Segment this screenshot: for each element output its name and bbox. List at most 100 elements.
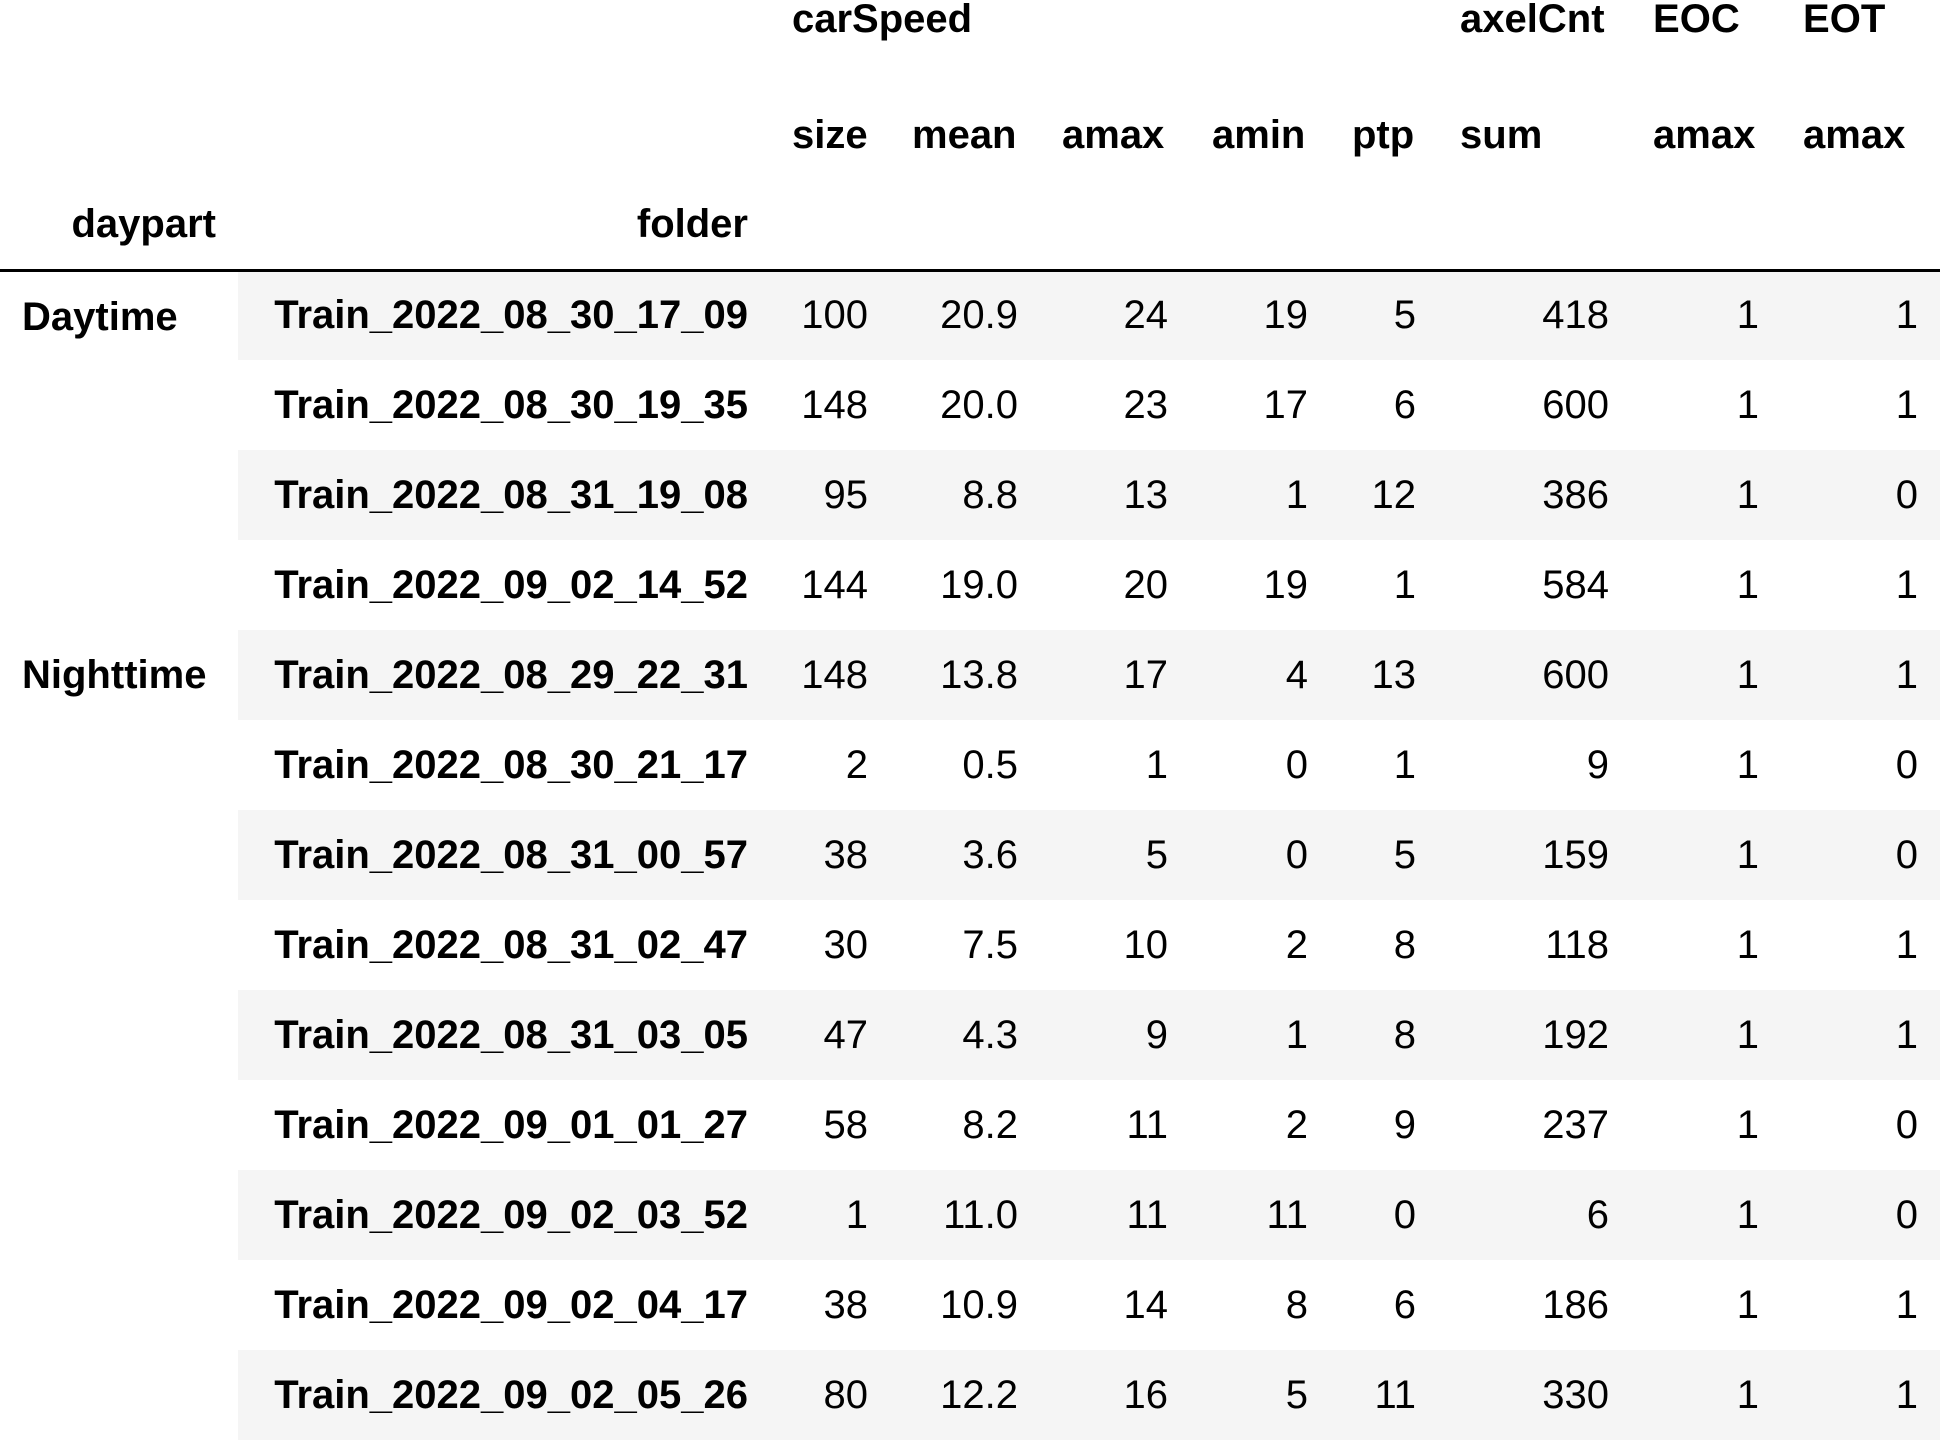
cell-ptp: 11 [1330, 1350, 1439, 1440]
header-blank [890, 180, 1040, 270]
cell-eot-amax: 0 [1781, 450, 1940, 540]
table-row: Train_2022_09_02_05_26 80 12.2 16 5 11 330 1 1 [0, 1350, 1940, 1440]
cell-ptp: 12 [1330, 450, 1439, 540]
cell-amax: 11 [1040, 1170, 1190, 1260]
header-blank [0, 0, 238, 90]
cell-size: 30 [770, 900, 890, 990]
cell-ptp: 5 [1330, 810, 1439, 900]
header-axelcnt: axelCnt [1460, 0, 1605, 41]
cell-mean: 20.0 [890, 360, 1040, 450]
cell-size: 38 [770, 1260, 890, 1350]
folder-label: Train_2022_08_31_19_08 [238, 450, 770, 540]
cell-sum: 118 [1438, 900, 1632, 990]
header-eot: EOT [1803, 0, 1886, 41]
cell-ptp: 6 [1330, 360, 1439, 450]
header-eot-amax: amax [1803, 112, 1906, 157]
cell-eoc-amax: 1 [1631, 900, 1782, 990]
cell-ptp: 1 [1330, 540, 1439, 630]
cell-mean: 0.5 [890, 720, 1040, 810]
table-row: Train_2022_09_02_04_17 38 10.9 14 8 6 186 1 1 [0, 1260, 1940, 1350]
cell-sum: 192 [1438, 990, 1632, 1080]
cell-sum: 600 [1438, 630, 1632, 720]
cell-sum: 330 [1438, 1350, 1632, 1440]
cell-eot-amax: 0 [1781, 1170, 1940, 1260]
cell-size: 95 [770, 450, 890, 540]
cell-ptp: 6 [1330, 1260, 1439, 1350]
header-blank [238, 0, 770, 90]
cell-amin: 5 [1190, 1350, 1330, 1440]
table-row: Train_2022_08_31_19_08 95 8.8 13 1 12 386 1 0 [0, 450, 1940, 540]
header-mean: mean [912, 112, 1017, 157]
cell-eot-amax: 1 [1781, 1260, 1940, 1350]
folder-label: Train_2022_09_02_03_52 [238, 1170, 770, 1260]
cell-ptp: 0 [1330, 1170, 1439, 1260]
cell-size: 148 [770, 360, 890, 450]
cell-size: 58 [770, 1080, 890, 1170]
header-carspeed: carSpeed [792, 0, 973, 41]
header-blank [1781, 180, 1940, 270]
cell-amax: 10 [1040, 900, 1190, 990]
table-row: Train_2022_08_30_19_35 148 20.0 23 17 6 600 1 1 [0, 360, 1940, 450]
header-blank [1330, 180, 1438, 270]
table-row: Train_2022_09_01_01_27 58 8.2 11 2 9 237 1 0 [0, 1080, 1940, 1170]
header-blank [238, 90, 770, 180]
cell-eot-amax: 0 [1781, 720, 1940, 810]
cell-size: 148 [770, 630, 890, 720]
cell-eoc-amax: 1 [1631, 720, 1782, 810]
table-body: Daytime Train_2022_08_30_17_09 100 20.9 24 19… [0, 270, 1940, 1440]
cell-eot-amax: 1 [1781, 900, 1940, 990]
index-name-daypart: daypart [71, 201, 217, 246]
cell-amax: 24 [1040, 270, 1190, 360]
cell-amin: 0 [1190, 720, 1330, 810]
header-row-level1: size mean amax amin ptp sum amax amax [0, 90, 1940, 180]
cell-amin: 1 [1190, 990, 1330, 1080]
cell-sum: 418 [1438, 270, 1632, 360]
cell-eoc-amax: 1 [1631, 540, 1782, 630]
cell-amin: 19 [1190, 540, 1330, 630]
cell-eoc-amax: 1 [1631, 630, 1782, 720]
cell-eot-amax: 1 [1781, 1350, 1940, 1440]
header-sum: sum [1460, 112, 1543, 157]
cell-amax: 13 [1040, 450, 1190, 540]
cell-mean: 8.2 [890, 1080, 1040, 1170]
folder-label: Train_2022_08_29_22_31 [238, 630, 770, 720]
daypart-label: Daytime [0, 270, 238, 630]
cell-size: 38 [770, 810, 890, 900]
index-name-folder: folder [636, 201, 748, 246]
cell-ptp: 8 [1330, 900, 1439, 990]
folder-label: Train_2022_09_02_14_52 [238, 540, 770, 630]
table-row: Train_2022_08_31_03_05 47 4.3 9 1 8 192 1 1 [0, 990, 1940, 1080]
cell-size: 1 [770, 1170, 890, 1260]
cell-eot-amax: 0 [1781, 810, 1940, 900]
cell-eoc-amax: 1 [1631, 450, 1782, 540]
cell-eoc-amax: 1 [1631, 810, 1782, 900]
header-size: size [792, 112, 868, 157]
cell-eoc-amax: 1 [1631, 270, 1782, 360]
cell-eot-amax: 1 [1781, 630, 1940, 720]
header-blank [770, 180, 890, 270]
header-eoc-amax: amax [1653, 112, 1756, 157]
daypart-label: Nighttime [0, 630, 238, 1440]
cell-eoc-amax: 1 [1631, 360, 1782, 450]
cell-amax: 11 [1040, 1080, 1190, 1170]
table-row: Daytime Train_2022_08_30_17_09 100 20.9 24 19… [0, 270, 1940, 630]
header-row-level0: carSpeed axelCnt EOC EOT [0, 0, 1940, 90]
cell-eoc-amax: 1 [1631, 1080, 1782, 1170]
cell-eoc-amax: 1 [1631, 990, 1782, 1080]
cell-sum: 9 [1438, 720, 1632, 810]
cell-amax: 16 [1040, 1350, 1190, 1440]
cell-amin: 11 [1190, 1170, 1330, 1260]
cell-amax: 23 [1040, 360, 1190, 450]
cell-eoc-amax: 1 [1631, 1260, 1782, 1350]
folder-label: Train_2022_09_01_01_27 [238, 1080, 770, 1170]
cell-eot-amax: 1 [1781, 540, 1940, 630]
cell-mean: 20.9 [890, 270, 1040, 360]
cell-mean: 3.6 [890, 810, 1040, 900]
header-blank [1190, 180, 1330, 270]
cell-mean: 13.8 [890, 630, 1040, 720]
folder-label: Train_2022_08_31_02_47 [238, 900, 770, 990]
cell-amin: 2 [1190, 900, 1330, 990]
table-row: Train_2022_08_31_02_47 30 7.5 10 2 8 118 1 1 [0, 900, 1940, 990]
cell-mean: 8.8 [890, 450, 1040, 540]
